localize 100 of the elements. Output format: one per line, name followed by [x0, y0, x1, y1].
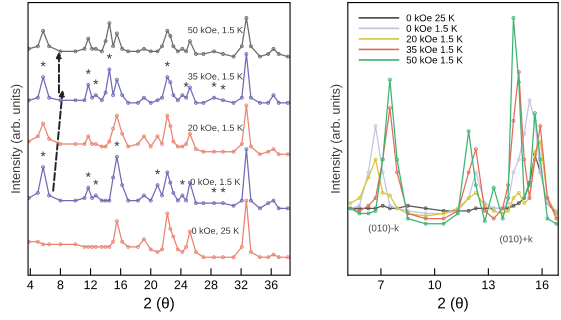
point [482, 208, 487, 213]
point [180, 194, 184, 198]
annotation: * [93, 79, 98, 84]
point [532, 158, 537, 162]
point [142, 134, 146, 138]
legend-label: 0 kOe 1.5 K [406, 24, 458, 32]
annotation: (010)+k [500, 235, 533, 244]
point [120, 132, 124, 136]
point [358, 208, 362, 213]
point [424, 212, 428, 216]
annotation: * [86, 69, 91, 74]
point [466, 170, 471, 174]
point [36, 134, 40, 138]
point [111, 93, 116, 98]
point [500, 216, 505, 221]
point [492, 216, 496, 221]
point [47, 136, 52, 141]
point [126, 100, 130, 105]
point [100, 244, 104, 249]
point [202, 255, 206, 260]
point [244, 103, 248, 108]
point [516, 190, 521, 195]
point [511, 16, 516, 20]
point [212, 49, 216, 54]
point [82, 98, 86, 102]
point [212, 255, 216, 260]
point [148, 144, 153, 149]
point [511, 196, 516, 200]
point [221, 255, 225, 260]
point [111, 176, 116, 180]
point [100, 198, 104, 203]
point [176, 198, 180, 203]
point [388, 194, 392, 198]
point [395, 158, 400, 162]
series-label: 20 kOe, 1.5 K [188, 124, 243, 132]
point [107, 67, 112, 72]
point [516, 80, 521, 84]
point [90, 96, 94, 100]
point [148, 248, 153, 252]
point [286, 255, 290, 260]
point [272, 46, 276, 51]
point [148, 49, 153, 54]
point [388, 204, 392, 208]
point [286, 206, 290, 210]
point [266, 201, 270, 206]
point [180, 250, 184, 254]
point [126, 198, 130, 203]
point [184, 142, 188, 146]
point [104, 244, 108, 249]
point [424, 216, 428, 221]
point [114, 31, 119, 36]
point [202, 150, 206, 154]
point [194, 201, 198, 206]
point [266, 150, 270, 154]
point [442, 222, 446, 226]
x-axis-title: 2 (θ) [438, 297, 468, 312]
point [136, 142, 140, 146]
point [74, 49, 78, 54]
point [358, 212, 362, 216]
point [176, 98, 180, 102]
point [194, 100, 198, 105]
point [184, 244, 188, 249]
annotation: * [40, 61, 46, 66]
point [406, 216, 410, 221]
point [188, 39, 192, 44]
point [142, 96, 146, 100]
point [165, 114, 170, 118]
point [107, 21, 112, 26]
point [82, 244, 86, 249]
point [126, 244, 130, 249]
series-label: 50 kOe, 1.5 K [188, 26, 243, 34]
point [90, 46, 94, 51]
point [148, 198, 153, 203]
point [111, 240, 116, 244]
y-axis-title: Intensity (arb. units) [10, 84, 22, 193]
point [522, 201, 526, 206]
point [506, 196, 510, 200]
point [136, 49, 140, 54]
point [538, 124, 542, 128]
point [348, 201, 352, 206]
point [114, 78, 119, 82]
point [240, 96, 244, 100]
point [100, 144, 104, 149]
point [212, 150, 216, 154]
x-tick-label: 24 [174, 280, 188, 290]
point [258, 255, 262, 260]
point [171, 234, 176, 239]
point [58, 198, 62, 203]
point [41, 165, 46, 170]
point [168, 34, 172, 38]
x-tick-label: 7 [378, 280, 384, 290]
point [136, 198, 140, 203]
annotation: * [155, 169, 160, 174]
point [276, 52, 281, 56]
point [232, 204, 236, 208]
annotation: * [220, 84, 226, 90]
point [232, 100, 236, 105]
annotation: * [114, 141, 120, 146]
point [395, 170, 400, 174]
point [180, 144, 184, 149]
